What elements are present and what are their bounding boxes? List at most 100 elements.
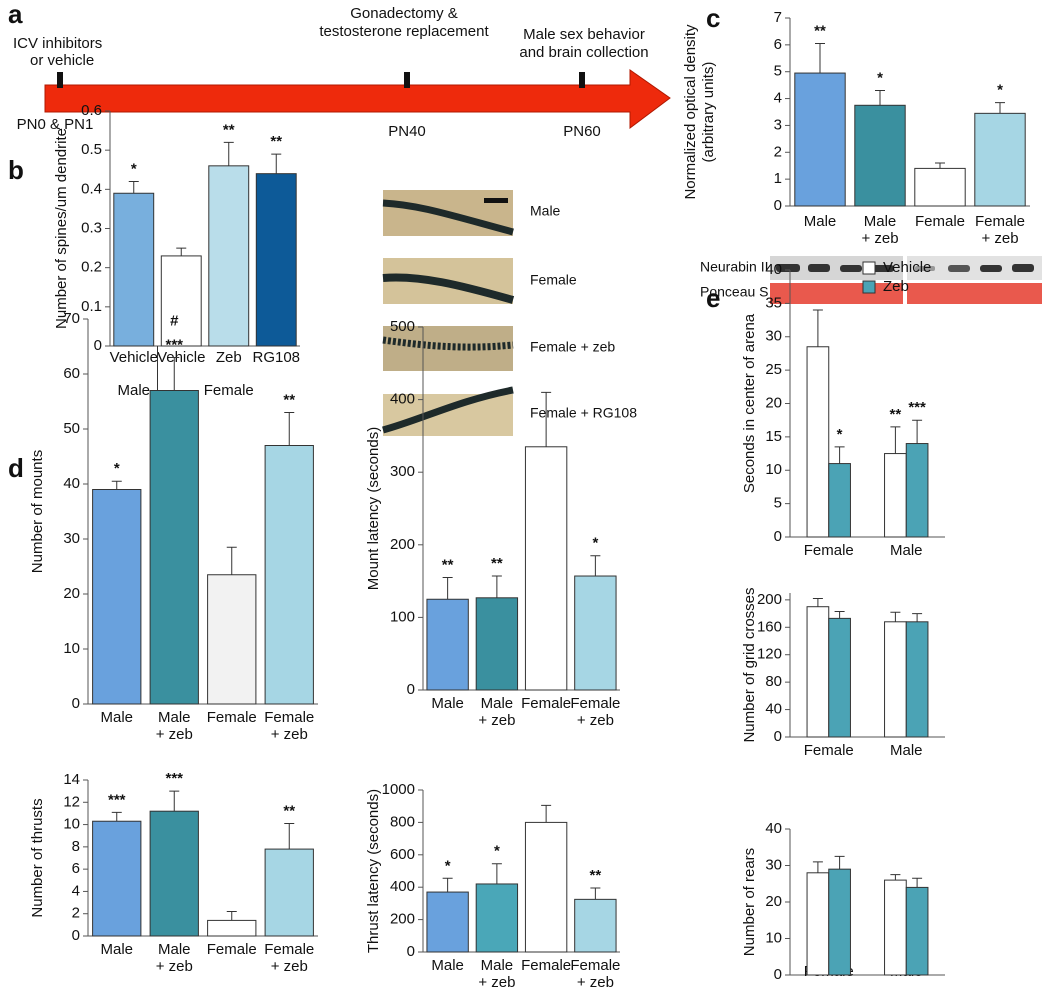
error-bar [912,613,923,622]
error-bar [271,153,282,174]
y-tick-label: 0 [774,197,782,214]
y-tick-label: 20 [765,893,782,910]
x-tick-label: Male [890,542,923,559]
error-bar [590,887,601,900]
y-axis-title: Seconds in center of arena [741,313,758,493]
bar [574,898,617,953]
y-tick-label: 1 [774,170,782,187]
y-tick-label: 200 [757,591,782,608]
panel-label: c [706,3,720,33]
y-axis-title: Normalized optical density [682,24,699,200]
bar [914,167,966,207]
y-tick-label: 6 [72,860,80,877]
bar [905,443,929,538]
y-tick-label: 0 [774,528,782,545]
y-tick-label: 50 [63,420,80,437]
error-bar [890,426,901,454]
y-tick-label: 20 [63,585,80,602]
error-bar [995,102,1005,114]
x-tick-label: Female [570,957,620,974]
error-bar [590,555,601,577]
panel-label: a [8,0,23,29]
x-tick-label: + zeb [577,712,614,729]
y-tick-label: 7 [774,9,782,26]
bar [426,891,469,953]
legend-swatch [862,261,876,275]
y-tick-label: 12 [63,793,80,810]
significance-label: ** [283,802,295,819]
error-bar [169,790,180,812]
y-tick-label: 120 [757,646,782,663]
x-tick-label: RG108 [252,349,300,366]
y-tick-label: 80 [765,673,782,690]
bar [828,463,851,538]
bar [264,445,314,705]
y-tick-label: 0 [407,943,415,960]
x-tick-label: + zeb [861,230,898,247]
y-tick-label: 40 [765,820,782,837]
bar [828,617,851,738]
y-axis-title: Number of grid crosses [741,587,758,742]
y-axis-title: Number of thrusts [29,798,46,917]
error-bar [834,855,845,870]
y-tick-label: 2 [72,905,80,922]
error-bar [491,575,502,598]
significance-label: * [592,535,598,552]
micrograph-label: Female + zeb [530,339,615,355]
event-text: or vehicle [30,52,94,69]
significance-label: ** [491,555,503,572]
bar [255,173,297,347]
y-tick-label: 500 [390,318,415,335]
bar [207,574,257,705]
blot-bands [776,264,1034,272]
significance-label: ** [283,391,295,408]
significance-label: * [877,69,883,86]
y-tick-label: 0 [774,966,782,983]
error-bar [812,861,823,873]
x-tick-label: Female [915,213,965,230]
error-bar [491,863,502,884]
bar [794,72,846,207]
y-tick-label: 160 [757,618,782,635]
x-tick-label: Male [158,941,191,958]
x-tick-label: Female [521,957,571,974]
x-tick-label: + zeb [577,974,614,991]
dendrite [382,273,515,304]
error-bar [541,391,552,447]
y-tick-label: 25 [765,361,782,378]
event-text: Male sex behavior [523,26,645,43]
x-tick-label: + zeb [156,726,193,743]
x-tick-label: Female [570,695,620,712]
error-bar [223,141,234,166]
y-tick-label: 4 [774,90,782,107]
y-tick-label: 0.2 [81,259,102,276]
y-tick-label: 400 [390,391,415,408]
error-bar [912,419,923,444]
bar [884,621,907,738]
significance-label: ** [814,22,826,39]
x-tick-label: Female [264,709,314,726]
x-tick-label: Male [158,709,191,726]
y-tick-label: 400 [390,878,415,895]
error-bar [176,247,187,256]
x-tick-label: Male [100,941,133,958]
bar [828,868,851,976]
bar [884,879,907,976]
micrograph-label: Male [530,203,561,219]
y-tick-label: 200 [390,911,415,928]
legend-label: Zeb [883,278,909,295]
y-tick-label: 35 [765,294,782,311]
bar [92,489,142,705]
bar [806,872,830,976]
y-axis-title: (arbitrary units) [700,62,717,163]
bar [208,165,250,347]
y-tick-label: 0.1 [81,298,102,315]
timeline-tick [579,72,585,88]
y-axis-title: Mount latency (seconds) [365,427,382,590]
y-tick-label: 10 [765,461,782,478]
timeline-tick [57,72,63,88]
bar [426,598,469,691]
bar [884,453,907,538]
significance-label: *** [908,399,926,416]
significance-label: ** [590,867,602,884]
